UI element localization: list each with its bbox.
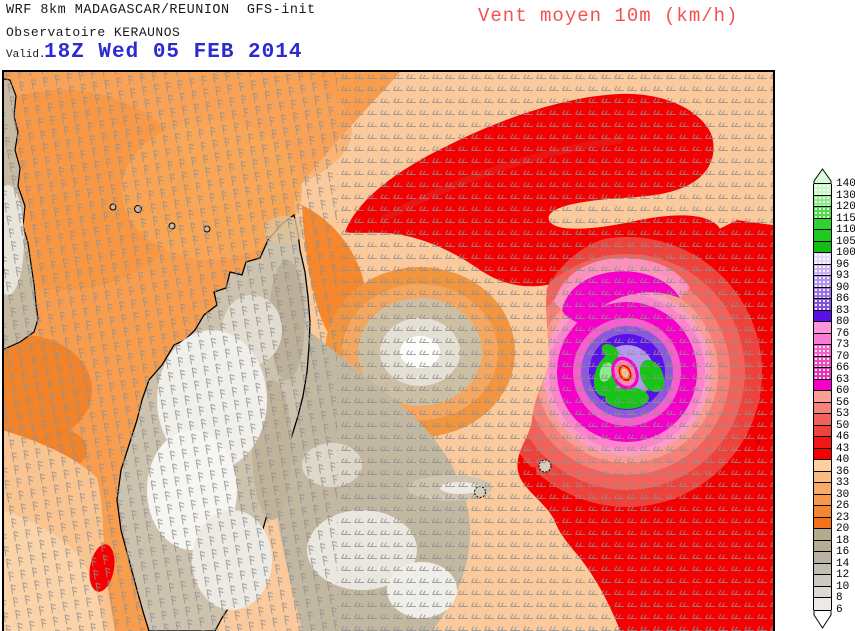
colorbar-cell [814, 368, 831, 380]
colorbar-label: 115 [836, 212, 855, 225]
colorbar-cell [814, 483, 831, 495]
colorbar-label: 110 [836, 224, 855, 236]
colorbar-cell [814, 345, 831, 357]
colorbar-cell [814, 586, 831, 598]
colorbar-cell [814, 448, 831, 460]
colorbar-label: 18 [836, 534, 850, 547]
colorbar-cell [814, 402, 831, 414]
colorbar-cell [814, 276, 831, 288]
colorbar-cell [814, 540, 831, 552]
colorbar-cell [814, 425, 831, 437]
colorbar-label: 70 [836, 350, 850, 363]
colorbar-cell [814, 506, 831, 518]
colorbar-label: 66 [836, 362, 850, 374]
colorbar-cell [814, 414, 831, 426]
colorbar-cell [814, 575, 831, 587]
colorbar-cell [814, 563, 831, 575]
colorbar-label: 130 [836, 189, 855, 202]
colorbar-label: 83 [836, 304, 850, 317]
colorbar-label: 30 [836, 488, 850, 501]
colorbar-label: 16 [836, 546, 850, 558]
colorbar-label: 33 [836, 477, 850, 489]
colorbar-cell [814, 253, 831, 265]
colorbar-label: 73 [836, 339, 850, 351]
colorbar-label: 50 [836, 419, 850, 432]
colorbar-label: 40 [836, 454, 850, 466]
colorbar-label: 14 [836, 557, 850, 570]
colorbar-cell [814, 207, 831, 219]
colorbar-cell [814, 460, 831, 472]
wind-barbs-overlay [2, 70, 775, 631]
colorbar-above-max-arrow [813, 168, 832, 184]
colorbar-label: 12 [836, 569, 850, 581]
colorbar-label: 100 [836, 247, 855, 259]
colorbar-cell [814, 437, 831, 449]
colorbar-label: 63 [836, 373, 850, 386]
colorbar-label: 8 [836, 592, 843, 604]
colorbar-label: 140 [836, 178, 855, 190]
colorbar-cell [814, 529, 831, 541]
colorbar-label: 105 [836, 235, 855, 248]
colorbar-cell [814, 391, 831, 403]
colorbar-cell [814, 333, 831, 345]
colorbar-cell [814, 287, 831, 299]
colorbar-label: 20 [836, 523, 850, 535]
colorbar-below-min-arrow [813, 609, 832, 629]
wind-map [2, 70, 775, 631]
colorbar-label: 10 [836, 580, 850, 593]
colorbar-label: 23 [836, 511, 850, 524]
colorbar-cell [814, 264, 831, 276]
colorbar-label: 36 [836, 465, 850, 478]
model-title: WRF 8km MADAGASCAR/REUNION GFS-init [6, 3, 316, 18]
map-frame [2, 70, 775, 631]
colorbar-label: 53 [836, 408, 850, 420]
valid-time: 18Z Wed 05 FEB 2014 [44, 41, 303, 64]
colorbar-label: 56 [836, 396, 850, 409]
colorbar-label: 86 [836, 293, 850, 305]
colorbar-cell [814, 310, 831, 322]
source-title: Observatoire KERAUNOS [6, 25, 181, 40]
colorbar-cell [814, 471, 831, 483]
colorbar-cell [814, 356, 831, 368]
wind-speed-colorbar [813, 168, 832, 629]
colorbar-label: 60 [836, 385, 850, 397]
colorbar-label: 26 [836, 500, 850, 512]
colorbar-cell [814, 598, 831, 610]
colorbar-cell [814, 322, 831, 334]
colorbar-cell [814, 184, 831, 196]
colorbar-label: 43 [836, 442, 850, 455]
colorbar-label: 76 [836, 327, 850, 340]
colorbar-label: 46 [836, 431, 850, 443]
colorbar-cells [813, 184, 832, 610]
colorbar-cell [814, 517, 831, 529]
colorbar-cell [814, 299, 831, 311]
colorbar-label: 80 [836, 316, 850, 328]
valid-label: Valid. [6, 49, 46, 61]
colorbar-cell [814, 195, 831, 207]
colorbar-label: 6 [836, 603, 843, 616]
colorbar-cell [814, 552, 831, 564]
colorbar-cell [814, 230, 831, 242]
field-title: Vent moyen 10m (km/h) [478, 5, 739, 27]
colorbar-label: 96 [836, 258, 850, 271]
colorbar-label: 120 [836, 201, 855, 213]
colorbar-label: 93 [836, 270, 850, 282]
colorbar-cell [814, 218, 831, 230]
colorbar-cell [814, 241, 831, 253]
colorbar-cell [814, 494, 831, 506]
colorbar-label: 90 [836, 281, 850, 294]
colorbar-cell [814, 379, 831, 391]
